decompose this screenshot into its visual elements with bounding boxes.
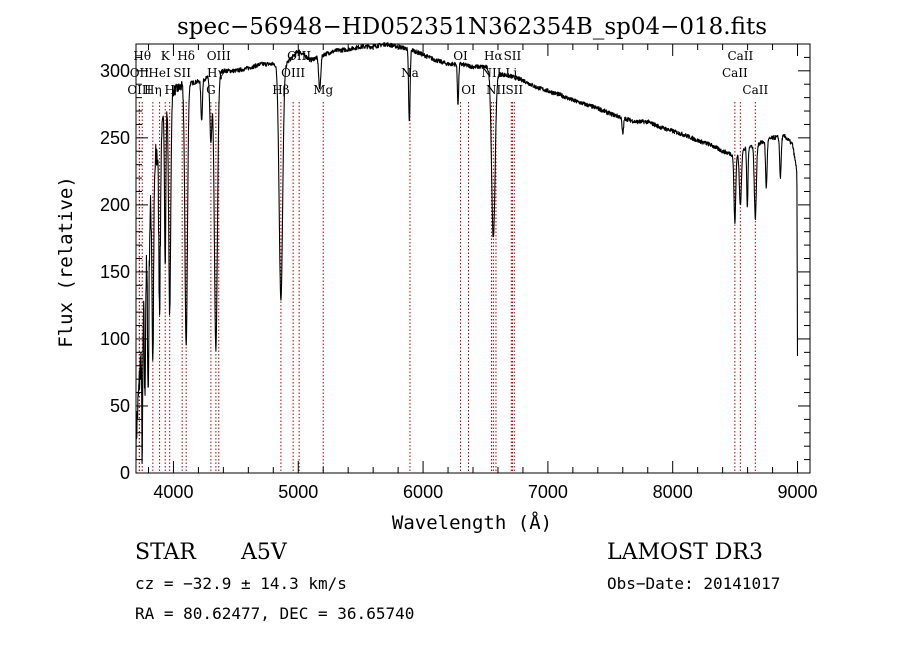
y-tick-label: 50 [110, 396, 130, 416]
x-axis-label: Wavelength (Å) [392, 511, 552, 534]
spectrum-line [135, 42, 799, 464]
line-marker-label: CaII [722, 66, 748, 80]
line-marker-label: CaII [742, 83, 768, 97]
line-marker-label: NII [481, 66, 501, 80]
line-marker-label: Li [505, 66, 517, 80]
observation-date: Obs−Date: 20141017 [607, 574, 780, 593]
line-marker-label: Hη [144, 83, 162, 97]
object-class: STAR [135, 540, 197, 565]
object-subclass: A5V [240, 540, 288, 565]
line-marker-label: Hβ [272, 83, 289, 97]
line-marker-layer [138, 102, 756, 473]
y-tick-label: 200 [100, 195, 130, 215]
line-marker-label: OII [130, 66, 150, 80]
line-marker-label: Mg [313, 83, 333, 97]
y-tick-label: 300 [100, 61, 130, 81]
line-marker-label: Hα [484, 49, 503, 63]
line-marker-label: SII [173, 66, 191, 80]
line-marker-label: SII [505, 83, 523, 97]
x-tick-label: 6000 [403, 482, 443, 502]
x-axis: 4000 5000 6000 7000 8000 9000 [147, 44, 818, 502]
line-label-layer: HθOIIOIIIHηHeIKHSIIHδGHγOIIIHβOIIIOIIIMg… [127, 49, 768, 97]
y-tick-label: 0 [120, 463, 130, 483]
line-marker-label: K [161, 49, 171, 63]
x-tick-label: 8000 [653, 482, 693, 502]
line-marker-label: OIII [127, 83, 151, 97]
line-marker-label: SII [504, 49, 522, 63]
x-tick-label: 9000 [777, 482, 817, 502]
plot-frame [135, 43, 811, 474]
y-axis: 0 50 100 150 200 250 300 [100, 56, 810, 483]
y-tick-label: 250 [100, 128, 130, 148]
line-marker-label: OI [453, 49, 468, 63]
x-tick-label: 4000 [153, 482, 193, 502]
survey-name: LAMOST DR3 [607, 540, 763, 565]
line-marker-label: H [164, 83, 174, 97]
line-marker-label: G [206, 83, 216, 97]
sky-coordinates: RA = 80.62477, DEC = 36.65740 [135, 604, 414, 623]
y-tick-label: 100 [100, 329, 130, 349]
line-marker-label: OIII [207, 49, 231, 63]
line-marker-label: Hδ [177, 49, 195, 63]
chart-title: spec−56948−HD052351N362354B_sp04−018.fit… [177, 14, 767, 40]
x-tick-label: 5000 [278, 482, 318, 502]
line-marker-label: OI [461, 83, 476, 97]
redshift-velocity: cz = −32.9 ± 14.3 km/s [135, 574, 347, 593]
line-marker-label: NII [486, 83, 506, 97]
x-tick-label: 7000 [528, 482, 568, 502]
line-marker-label: OIII [287, 49, 311, 63]
y-axis-label: Flux (relative) [55, 176, 77, 348]
line-marker-label: Hθ [133, 49, 151, 63]
line-marker-label: OIII [281, 66, 305, 80]
line-marker-label: HeI [148, 66, 171, 80]
line-marker-label: CaII [727, 49, 753, 63]
y-tick-label: 150 [100, 262, 130, 282]
